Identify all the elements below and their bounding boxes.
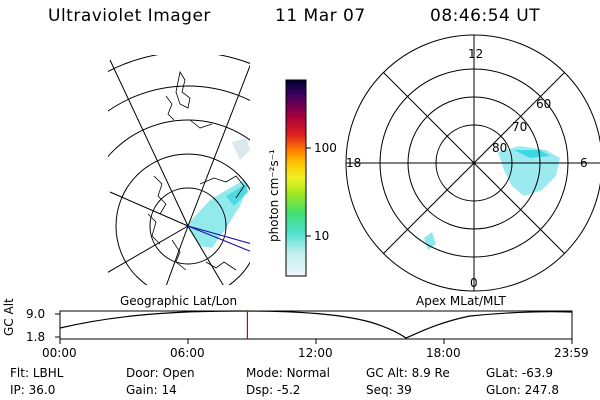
xtick-0000: 00:00 <box>42 346 77 360</box>
xtick-0600: 06:00 <box>170 346 205 360</box>
xtick-1800: 18:00 <box>426 346 461 360</box>
info-gc-alt: GC Alt: 8.9 Re <box>366 366 450 380</box>
mlt-label-0: 0 <box>470 276 478 290</box>
colorbar-gradient <box>285 79 307 277</box>
lat-label-70: 70 <box>512 120 528 134</box>
info-seq: Seq: 39 <box>366 383 412 397</box>
info-filter: Flt: LBHL <box>10 366 64 380</box>
polar-aurora-emission <box>498 146 560 196</box>
info-dsp: Dsp: -5.2 <box>246 383 301 397</box>
colorbar-tick-10: 10 <box>314 229 330 243</box>
xtick-1200: 12:00 <box>298 346 333 360</box>
info-glat: GLat: -63.9 <box>486 366 553 380</box>
info-door: Door: Open <box>126 366 195 380</box>
lat-label-60: 60 <box>536 97 552 111</box>
colorbar-tick-100: 100 <box>314 141 337 155</box>
mlt-label-18: 18 <box>346 156 362 170</box>
info-mode: Mode: Normal <box>246 366 330 380</box>
right-panel-label: Apex MLat/MLT <box>416 294 506 308</box>
altitude-ytick-low: 1.8 <box>26 330 46 344</box>
info-gain: Gain: 14 <box>126 383 177 397</box>
observation-date: 11 Mar 07 <box>275 6 366 26</box>
altitude-ylabel: GC Alt <box>2 298 16 336</box>
mlt-label-12: 12 <box>468 47 484 61</box>
xtick-2359: 23:59 <box>554 346 589 360</box>
app-title: Ultraviolet Imager <box>48 6 211 26</box>
lat-label-80: 80 <box>492 141 508 155</box>
polar-plot <box>345 34 600 292</box>
mlt-label-6: 6 <box>580 156 588 170</box>
left-panel-label: Geographic Lat/Lon <box>120 294 238 308</box>
colorbar-unit-label: photon cm⁻²s⁻¹ <box>267 149 281 242</box>
altitude-ytick-high: 9.0 <box>26 307 46 321</box>
info-glon: GLon: 247.8 <box>486 383 559 397</box>
altitude-curve <box>59 310 573 339</box>
geographic-map <box>108 55 250 285</box>
info-ip: IP: 36.0 <box>10 383 56 397</box>
observation-time: 08:46:54 UT <box>430 6 541 26</box>
altitude-plot <box>55 310 573 344</box>
colorbar <box>285 79 311 277</box>
